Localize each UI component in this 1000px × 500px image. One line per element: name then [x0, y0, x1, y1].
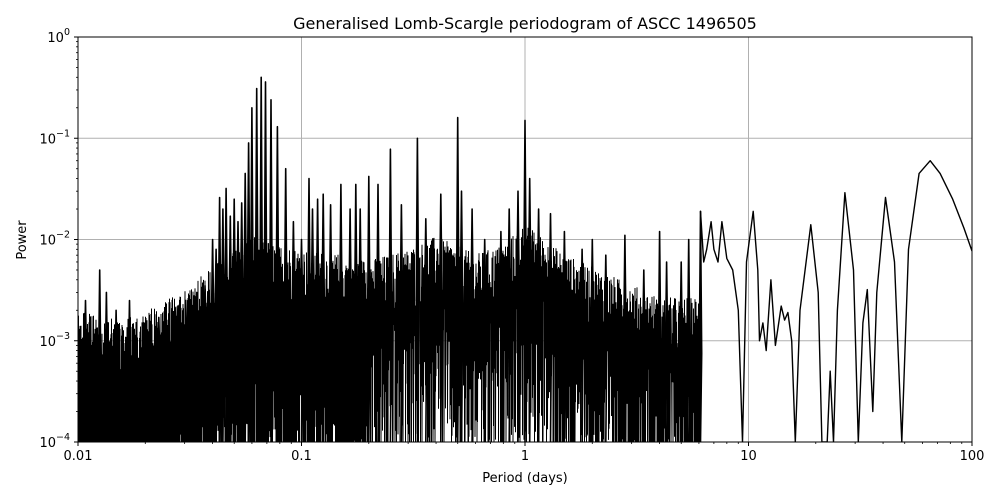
periodogram-peak [307, 177, 311, 442]
periodogram-peak [507, 208, 512, 442]
y-axis-ticks: 10−4 10−3 10−2 10−1 100 [39, 27, 78, 451]
periodogram-peak [236, 220, 240, 442]
periodogram-peak [83, 299, 88, 442]
periodogram-peak [194, 291, 199, 442]
x-tick-label: 10 [740, 449, 757, 464]
periodogram-peak [97, 269, 102, 442]
y-tick-label: 10−1 [39, 128, 70, 147]
chart-title: Generalised Lomb-Scargle periodogram of … [293, 14, 757, 33]
periodogram-peak [562, 230, 567, 442]
periodogram-peak [399, 204, 404, 442]
periodogram-peak [259, 76, 264, 442]
periodogram-peak [415, 137, 420, 442]
periodogram-peak [246, 142, 251, 442]
periodogram-peak [498, 230, 503, 442]
periodogram-peak [114, 309, 119, 442]
periodogram-peak [328, 204, 333, 442]
periodogram-peak [482, 238, 487, 442]
periodogram-peak [698, 210, 703, 442]
periodogram-peak [641, 269, 646, 442]
periodogram-peak [470, 208, 475, 442]
periodogram-peak [686, 238, 691, 442]
y-tick-label: 10−4 [39, 432, 70, 451]
periodogram-peak [348, 208, 353, 442]
periodogram-peak [127, 299, 132, 442]
periodogram-peak [516, 190, 520, 442]
periodogram-peak [548, 212, 553, 442]
periodogram-peak [275, 125, 280, 442]
y-tick-label: 10−2 [39, 230, 70, 249]
periodogram-peak [527, 177, 532, 442]
periodogram-peak [283, 167, 288, 442]
periodogram-peak [224, 187, 229, 442]
periodogram-peak [217, 196, 222, 442]
periodogram-peak [104, 291, 109, 442]
periodogram-peak [366, 175, 371, 442]
periodogram-peak [254, 87, 259, 442]
periodogram-peak [423, 218, 428, 442]
periodogram-peak [388, 148, 393, 442]
periodogram-peak [243, 172, 248, 442]
periodogram-peak [657, 230, 662, 442]
periodogram-peak [580, 248, 585, 442]
periodogram-peak [263, 81, 268, 442]
periodogram-peak [376, 183, 380, 442]
y-tick-label: 100 [47, 27, 70, 46]
periodogram-peak [310, 208, 315, 442]
periodogram-peak [358, 208, 363, 442]
periodogram-peak [321, 193, 326, 442]
periodogram-peak [438, 193, 443, 442]
periodogram-peak [249, 107, 254, 442]
x-tick-label: 1 [521, 449, 529, 464]
periodogram-peak [203, 284, 207, 442]
periodogram-peak [239, 202, 244, 442]
periodogram-peak [603, 254, 608, 442]
x-axis-label: Period (days) [482, 471, 568, 486]
periodogram-peak [353, 183, 358, 442]
periodogram-peak [523, 119, 527, 442]
periodogram-peak [156, 316, 161, 442]
periodogram-peak [664, 261, 669, 442]
x-axis-ticks: 0.01 0.1 1 10 100 [64, 442, 985, 464]
periodogram-peak [269, 99, 273, 442]
periodogram-peak [536, 208, 541, 442]
periodogram-peak [679, 261, 684, 442]
periodogram-peak [175, 305, 180, 442]
periodogram-peak [228, 215, 233, 442]
periodogram-peak [232, 198, 237, 442]
periodogram-peak [459, 190, 464, 442]
x-tick-label: 100 [960, 449, 985, 464]
periodogram-peak [590, 238, 595, 442]
periodogram-peak [315, 198, 320, 442]
periodogram-peak [338, 183, 343, 442]
data-series [78, 76, 972, 442]
periodogram-peak [220, 208, 225, 442]
periodogram-peak [185, 299, 190, 442]
long-period-curve [699, 160, 972, 442]
periodogram-peak [299, 238, 304, 442]
y-axis-label: Power [15, 220, 30, 260]
y-tick-label: 10−3 [39, 331, 70, 350]
x-tick-label: 0.1 [291, 449, 312, 464]
periodogram-peak [622, 234, 627, 442]
periodogram-peak [455, 116, 460, 442]
periodogram-peak [291, 220, 296, 442]
periodogram-peak [214, 248, 219, 442]
x-tick-label: 0.01 [64, 449, 93, 464]
periodogram-peak [210, 238, 215, 442]
